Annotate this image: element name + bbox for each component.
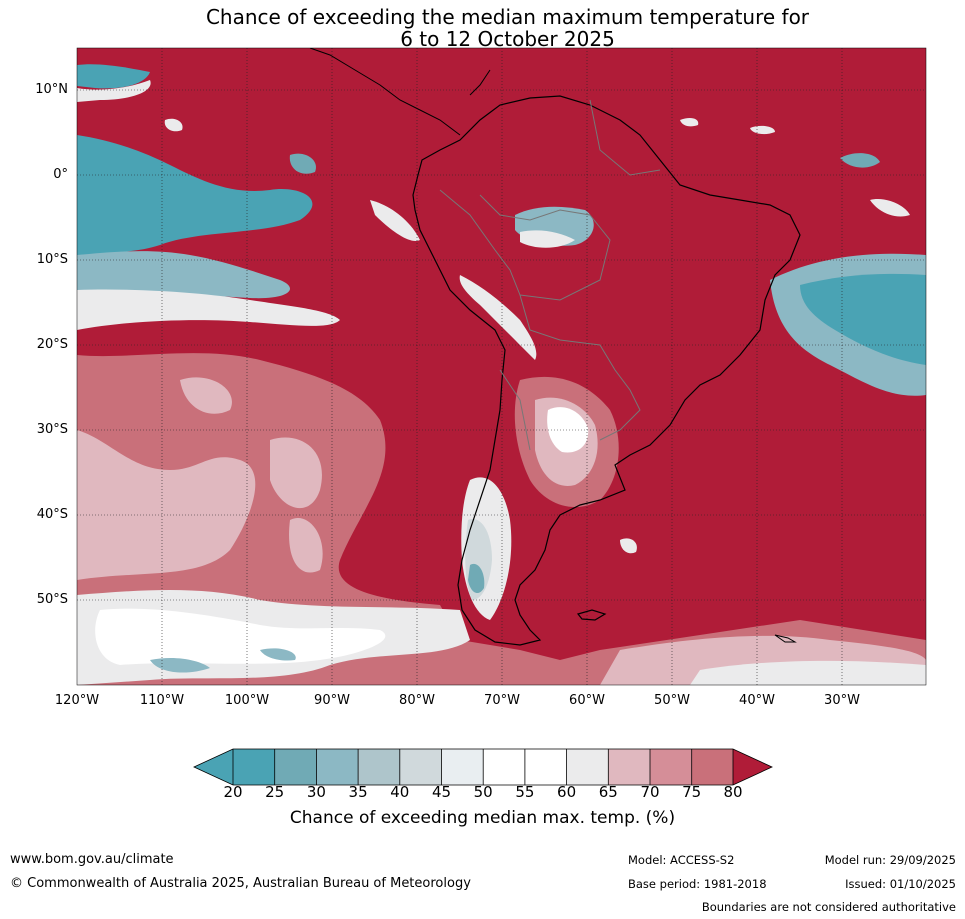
issued-date: Issued: 01/10/2025 — [845, 877, 956, 891]
colorbar-tick: 55 — [515, 783, 535, 801]
colorbar-tick: 60 — [557, 783, 577, 801]
lat-label-20s: 20°S — [36, 337, 68, 352]
lat-label-10n: 10°N — [35, 82, 68, 97]
north-pacific-white-band — [77, 80, 151, 102]
colorbar-swatch — [608, 749, 650, 785]
colorbar-tick: 25 — [265, 783, 285, 801]
colorbar-tick: 80 — [723, 783, 743, 801]
east-pacific-light-teal-fringe — [77, 251, 290, 299]
lat-label-10s: 10°S — [36, 252, 68, 267]
colorbar-swatch — [524, 749, 567, 785]
colorbar-swatch — [441, 749, 484, 785]
lon-label-90w: 90°W — [314, 693, 350, 708]
country-borders — [439, 99, 661, 451]
graticule — [77, 48, 926, 685]
equatorial-atlantic-teal-patch — [840, 153, 880, 168]
boundaries-disclaimer: Boundaries are not considered authoritat… — [701, 900, 956, 914]
colorbar-swatch — [316, 749, 359, 785]
colorbar-swatch — [691, 749, 733, 785]
map-frame — [76, 47, 927, 686]
lat-label-50s: 50°S — [36, 592, 68, 607]
galapagos-white-patch — [370, 200, 420, 241]
lon-label-30w: 30°W — [824, 693, 860, 708]
argentina-white-core — [547, 407, 589, 453]
lon-label-50w: 50°W — [654, 693, 690, 708]
base-period: Base period: 1981-2018 — [628, 877, 767, 891]
north-pacific-teal-band — [77, 64, 150, 89]
website-link[interactable]: www.bom.gov.au/climate — [10, 852, 174, 867]
colorbar-swatch — [233, 749, 275, 785]
colorbar-tick: 75 — [682, 783, 702, 801]
colorbar-tick: 35 — [348, 783, 368, 801]
lon-label-40w: 40°W — [739, 693, 775, 708]
copyright-notice: © Commonwealth of Australia 2025, Austra… — [10, 876, 471, 891]
map-title-line-1: Chance of exceeding the median maximum t… — [205, 5, 810, 29]
colorbar-tick: 50 — [473, 783, 493, 801]
colorbar-swatch — [358, 749, 400, 785]
south-atlantic-white-edge — [690, 660, 926, 685]
colorbar-label: Chance of exceeding median max. temp. (%… — [289, 808, 676, 828]
lon-label-60w: 60°W — [569, 693, 605, 708]
colorbar-tick: 45 — [431, 783, 452, 801]
colorbar-swatch — [274, 749, 317, 785]
south-atlantic-teal-core — [800, 273, 926, 365]
colorbar-high-arrow — [733, 749, 772, 785]
patagonia-teal-core — [468, 563, 485, 594]
andes-white-streak — [459, 275, 537, 360]
lon-label-100w: 100°W — [224, 693, 270, 708]
lat-label-40s: 40°S — [36, 507, 68, 522]
map-field — [77, 48, 926, 685]
colorbar-tick: 40 — [390, 783, 410, 801]
uruguay-white-patch — [620, 538, 637, 554]
lon-label-110w: 110°W — [139, 693, 185, 708]
central-america-coastline — [309, 48, 491, 136]
southwest-pink-region — [77, 353, 926, 685]
equatorial-atlantic-white-patches — [680, 117, 910, 217]
colorbar-tick: 20 — [223, 783, 243, 801]
southwest-light-pink-patches — [77, 377, 323, 580]
colorbar-swatch — [399, 749, 442, 785]
model-run-date: Model run: 29/09/2025 — [824, 853, 956, 867]
east-pacific-teal-region — [77, 135, 313, 260]
pacific-teal-islet — [289, 153, 316, 174]
lat-label-0: 0° — [53, 167, 68, 182]
lon-label-120w: 120°W — [54, 693, 100, 708]
amazon-white-patch — [520, 230, 575, 248]
southern-ocean-white-core — [95, 608, 386, 665]
south-america-coastline — [412, 95, 801, 646]
lat-label-30s: 30°S — [36, 422, 68, 437]
colorbar-low-arrow — [194, 749, 233, 785]
map-title-line-2: 6 to 12 October 2025 — [400, 27, 615, 51]
colorbar — [193, 748, 773, 786]
falkland-islands — [576, 609, 607, 621]
colorbar-tick: 30 — [306, 783, 326, 801]
colorbar-swatch — [650, 749, 692, 785]
colorbar-tick: 70 — [640, 783, 660, 801]
pacific-white-islet — [164, 118, 183, 132]
colorbar-swatch — [566, 749, 609, 785]
model-name: Model: ACCESS-S2 — [628, 853, 735, 867]
east-pacific-white-band — [77, 289, 340, 330]
colorbar-swatch — [483, 749, 525, 785]
southern-ocean-teal-patches — [150, 648, 296, 673]
lon-label-80w: 80°W — [399, 693, 435, 708]
south-georgia-island — [774, 634, 797, 643]
colorbar-tick: 65 — [598, 783, 618, 801]
lon-label-70w: 70°W — [484, 693, 520, 708]
colorbar-dividers — [193, 748, 773, 786]
